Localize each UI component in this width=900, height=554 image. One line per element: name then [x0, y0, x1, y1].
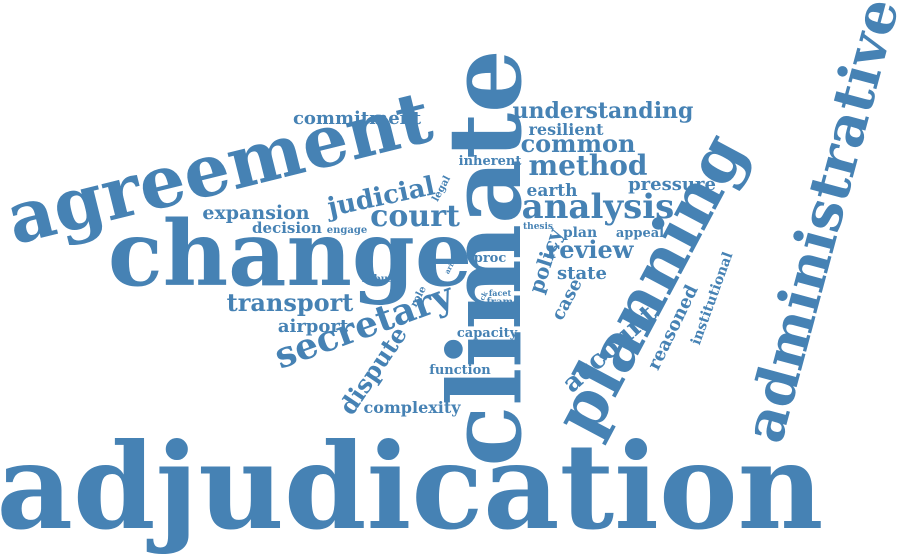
word-administrative: administrative [731, 0, 900, 449]
word-court: court [370, 199, 460, 234]
word-appeal: appeal [616, 226, 664, 241]
word-facet: facet [489, 288, 512, 298]
word-capacity: capacity [457, 326, 518, 341]
word-plan: plan [563, 225, 597, 241]
word-pressure: pressure [628, 174, 716, 195]
word-complexity: complexity [363, 398, 461, 417]
word-analysis: analysis [522, 187, 675, 227]
word-engage: engage [327, 225, 367, 236]
word-robust: robust [362, 274, 399, 285]
word-function: function [429, 363, 491, 378]
word-change: change [108, 201, 472, 307]
word-understanding: understanding [513, 98, 694, 124]
word-resilient: resilient [528, 120, 604, 139]
word-earth: earth [527, 181, 578, 201]
word-case: case [547, 275, 586, 324]
word-climate: climate [426, 49, 544, 466]
word-common: common [521, 129, 636, 158]
word-frame: frame [487, 297, 520, 308]
word-proc: proc [474, 251, 507, 266]
word-review: review [547, 235, 635, 264]
word-expansion: expansion [202, 202, 309, 224]
word-inherent: inherent [459, 154, 522, 169]
word-airport: airport [278, 316, 349, 337]
word-adjudication: adjudication [0, 417, 823, 554]
word-method: method [529, 149, 648, 182]
word-state: state [557, 263, 607, 284]
word-decision: decision [252, 219, 322, 237]
word-thesis: thesis [523, 222, 553, 232]
word-commitment: commitment [293, 108, 422, 129]
word-transport: transport [227, 288, 354, 317]
